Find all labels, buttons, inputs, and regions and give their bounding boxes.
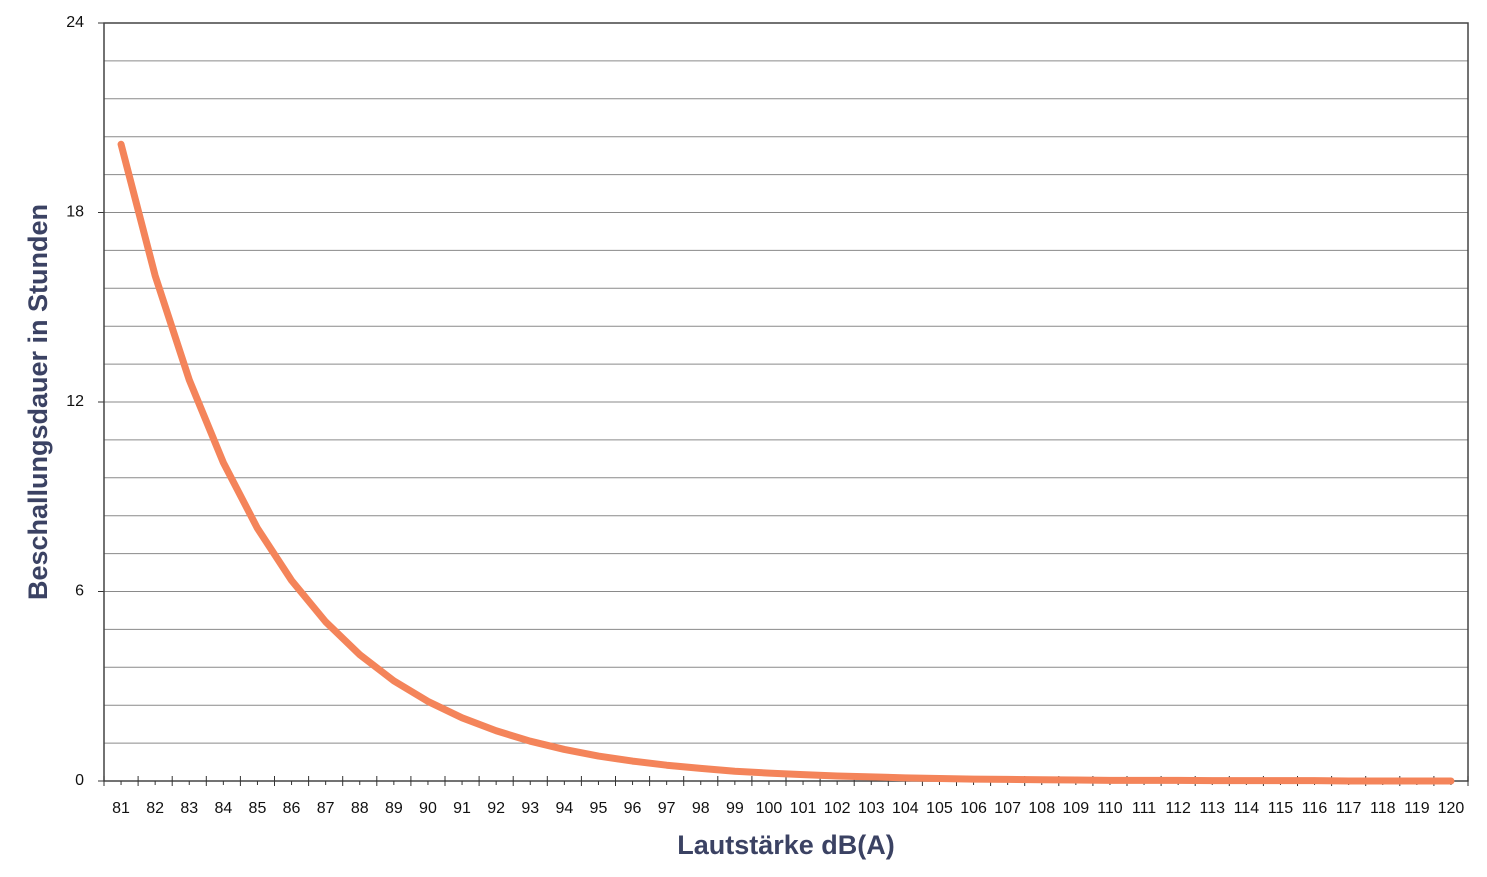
x-tick-label: 102 — [824, 800, 851, 817]
x-tick-label: 97 — [658, 800, 676, 817]
x-tick-label: 115 — [1268, 800, 1294, 817]
x-tick-label: 114 — [1234, 800, 1260, 817]
x-tick-label: 119 — [1404, 800, 1430, 817]
y-axis-title: Beschallungsdauer in Stunden — [23, 204, 53, 600]
x-tick-label: 90 — [419, 800, 437, 817]
series-line — [117, 140, 1455, 785]
x-tick-label: 116 — [1302, 800, 1328, 817]
x-tick-label: 118 — [1370, 800, 1396, 817]
x-tick-label: 92 — [487, 800, 505, 817]
y-tick-label: 18 — [66, 204, 84, 221]
x-tick-label: 87 — [317, 800, 335, 817]
x-tick-label: 83 — [180, 800, 198, 817]
y-tick-label: 12 — [66, 393, 84, 410]
x-axis-title: Lautstärke dB(A) — [677, 830, 895, 860]
x-tick-label: 105 — [926, 800, 953, 817]
x-tick-label: 101 — [790, 800, 817, 817]
x-tick-label: 96 — [624, 800, 642, 817]
x-tick-label: 85 — [249, 800, 267, 817]
x-tick-label: 113 — [1199, 800, 1225, 817]
y-tick-label: 24 — [66, 14, 84, 31]
x-tick-label: 84 — [214, 800, 232, 817]
x-tick-label: 91 — [453, 800, 471, 817]
x-tick-label: 81 — [112, 800, 130, 817]
x-tick-label: 100 — [756, 800, 783, 817]
x-tick-label: 106 — [960, 800, 987, 817]
y-tick-label: 0 — [75, 772, 84, 789]
x-tick-label: 103 — [858, 800, 885, 817]
x-tick-label: 98 — [692, 800, 710, 817]
x-tick-label: 108 — [1028, 800, 1055, 817]
x-tick-label: 104 — [892, 800, 919, 817]
x-tick-label: 112 — [1165, 800, 1191, 817]
x-tick-label: 86 — [283, 800, 301, 817]
x-tick-label: 95 — [590, 800, 608, 817]
x-tick-label: 107 — [994, 800, 1021, 817]
x-tick-label: 93 — [521, 800, 539, 817]
x-tick-label: 110 — [1097, 800, 1123, 817]
x-tick-label: 99 — [726, 800, 744, 817]
x-tick-label: 117 — [1336, 800, 1362, 817]
x-tick-label: 109 — [1062, 800, 1089, 817]
x-tick-label: 94 — [555, 800, 573, 817]
x-tick-label: 120 — [1438, 800, 1465, 817]
x-tick-label: 88 — [351, 800, 369, 817]
x-tick-label: 111 — [1132, 800, 1156, 817]
x-tick-label: 82 — [146, 800, 164, 817]
y-tick-label: 6 — [75, 583, 84, 600]
x-tick-label: 89 — [385, 800, 403, 817]
